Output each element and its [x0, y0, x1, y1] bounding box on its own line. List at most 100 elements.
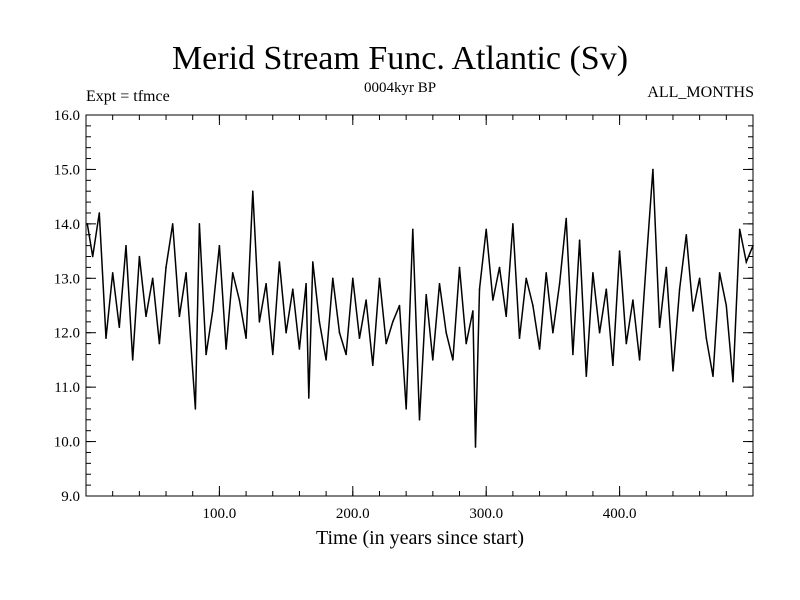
data-point	[525, 277, 528, 280]
data-point	[352, 277, 354, 280]
data-point	[105, 337, 107, 339]
data-point	[405, 408, 407, 410]
y-tick-label: 13.0	[54, 271, 80, 287]
x-axis-label: Time (in years since start)	[315, 527, 525, 549]
y-axis: 9.0 10.0 11.0 12.0 13.0 14.0 15.0 16.0	[54, 108, 753, 505]
data-point	[231, 272, 234, 274]
y-tick-label: 15.0	[54, 162, 80, 178]
data-point	[498, 266, 501, 269]
y-tick-label: 11.0	[54, 380, 80, 396]
data-point	[311, 261, 314, 263]
data-point	[211, 310, 214, 312]
data-point	[698, 277, 701, 280]
data-point	[572, 353, 574, 356]
data-point	[478, 288, 481, 290]
series-line	[86, 169, 754, 448]
data-point	[412, 228, 414, 231]
data-point	[465, 342, 467, 345]
x-tick-label: 400.0	[603, 506, 637, 522]
data-point	[158, 342, 161, 345]
data-point	[178, 315, 181, 318]
data-point	[538, 348, 541, 350]
chart-subtitle: 0004kyr BP	[363, 80, 437, 96]
data-point	[245, 337, 247, 339]
data-point	[251, 190, 254, 192]
data-point	[238, 299, 241, 301]
data-point	[151, 277, 154, 280]
x-tick-label: 300.0	[469, 506, 503, 522]
data-point	[752, 244, 754, 247]
data-point	[218, 244, 221, 247]
data-point	[605, 288, 608, 290]
data-point	[198, 223, 201, 225]
data-point	[171, 223, 174, 225]
y-tick-label: 10.0	[54, 435, 80, 451]
data-point	[438, 282, 441, 285]
data-point	[385, 342, 387, 345]
data-point	[265, 282, 267, 285]
data-point	[745, 261, 748, 263]
data-point	[705, 337, 708, 339]
plot-frame	[85, 114, 754, 497]
x-tick-label: 200.0	[336, 506, 370, 522]
data-point	[665, 266, 668, 269]
data-point	[545, 272, 548, 274]
data-point	[585, 375, 588, 378]
data-point	[692, 310, 694, 312]
data-point	[138, 255, 141, 258]
data-point	[592, 272, 594, 274]
data-point	[738, 228, 741, 231]
x-axis: 100.0 200.0 300.0 400.0	[112, 115, 727, 522]
data-point	[372, 364, 374, 367]
data-point	[518, 337, 521, 339]
data-point	[125, 244, 127, 247]
data-point	[325, 359, 327, 361]
data-point	[194, 408, 197, 410]
data-point	[472, 310, 474, 312]
data-point	[378, 277, 381, 280]
months-label: ALL_MONTHS	[647, 84, 754, 101]
data-point	[638, 359, 641, 361]
data-point	[271, 353, 274, 356]
data-point	[185, 272, 187, 274]
data-point	[298, 348, 301, 350]
data-point	[474, 446, 477, 448]
data-point	[358, 337, 361, 339]
data-point	[432, 359, 434, 361]
data-point	[307, 397, 310, 399]
data-point	[345, 353, 347, 356]
data-point	[131, 359, 134, 361]
data-point	[732, 380, 734, 383]
data-point	[205, 353, 207, 356]
chart-title: Merid Stream Func. Atlantic (Sv)	[171, 40, 629, 77]
data-point	[118, 326, 121, 329]
data-point	[612, 364, 614, 367]
data-point	[658, 326, 661, 329]
data-point	[632, 299, 634, 301]
data-point	[565, 217, 568, 220]
data-point	[458, 266, 461, 269]
y-tick-label: 12.0	[54, 326, 80, 342]
data-point	[512, 223, 514, 225]
experiment-label: Expt = tfmce	[86, 88, 170, 105]
data-point	[392, 321, 394, 323]
x-tick-label: 100.0	[203, 506, 237, 522]
data-point	[425, 293, 427, 296]
data-point	[165, 266, 167, 269]
data-point	[111, 272, 114, 274]
y-tick-label: 14.0	[54, 217, 80, 233]
data-point	[278, 261, 281, 263]
data-point	[258, 321, 261, 323]
data-point	[398, 304, 401, 307]
data-point	[365, 299, 367, 301]
data-point	[452, 359, 454, 361]
data-point	[618, 250, 621, 252]
data-point	[338, 331, 341, 334]
data-point	[652, 168, 654, 171]
data-point	[672, 370, 674, 372]
data-point	[145, 315, 147, 318]
data-point	[191, 370, 194, 372]
data-point	[485, 228, 488, 231]
data-point	[725, 304, 728, 307]
